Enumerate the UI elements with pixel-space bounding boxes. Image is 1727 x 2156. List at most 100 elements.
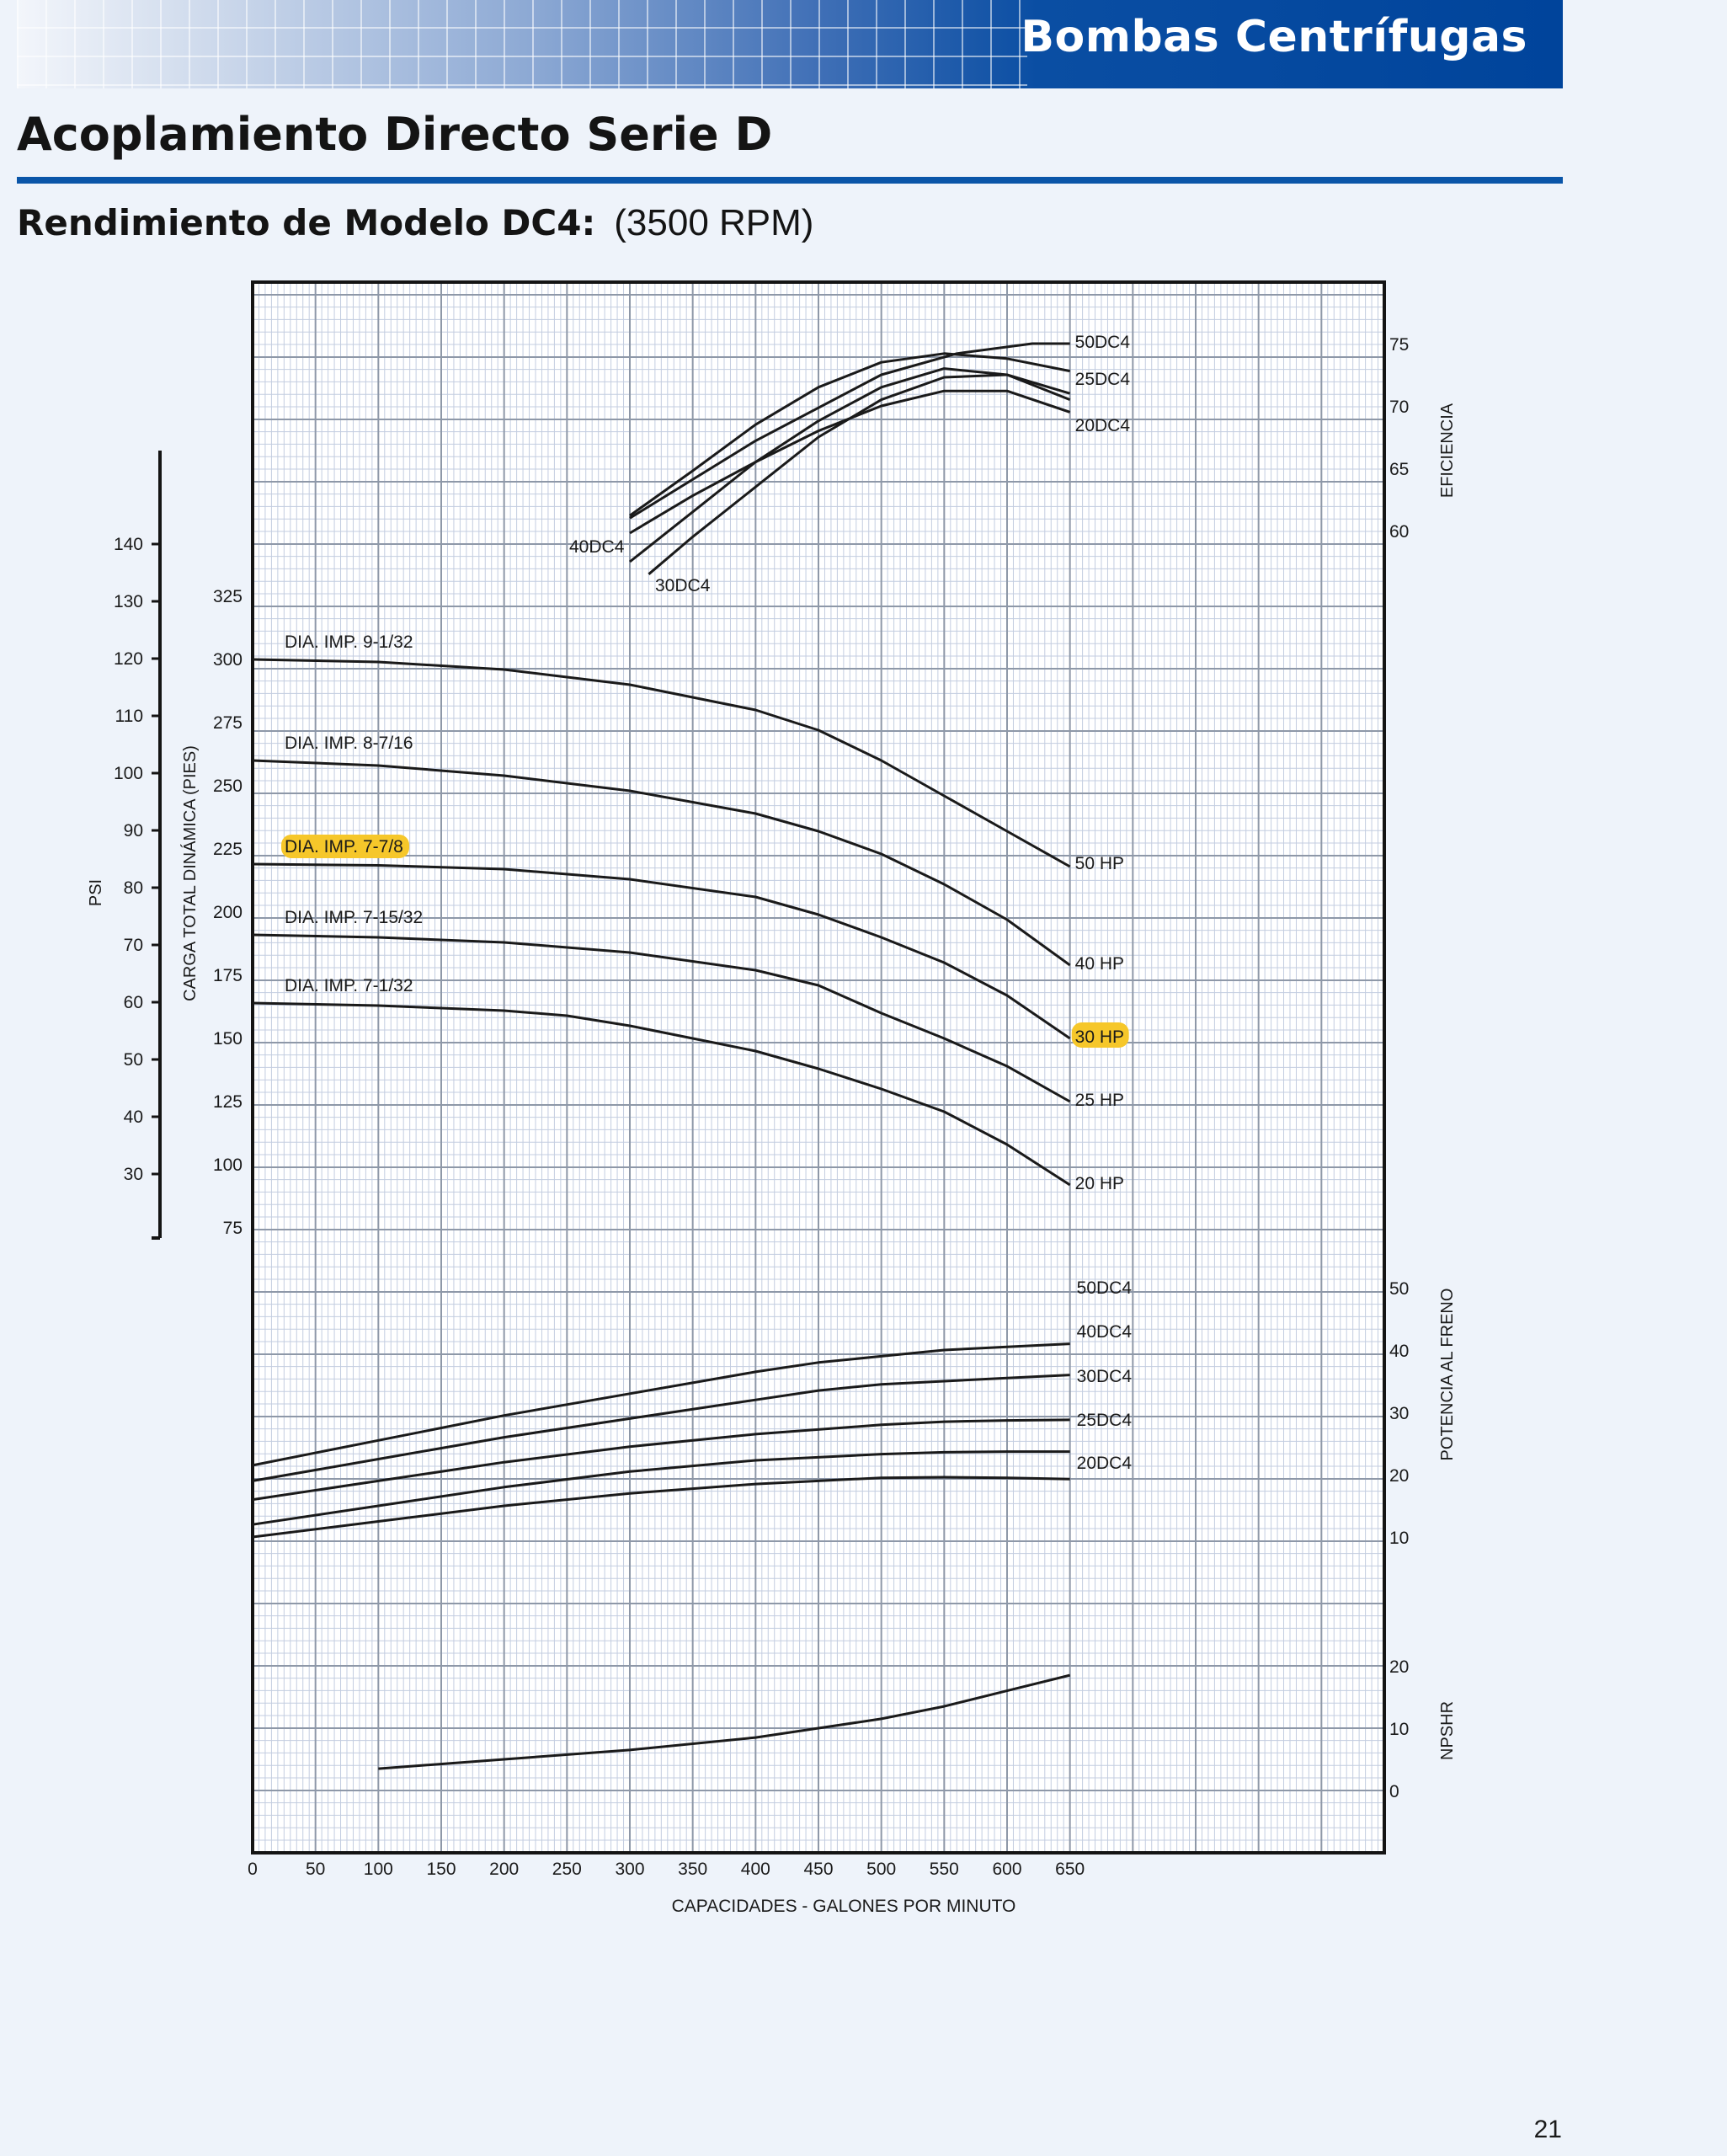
brake-power-curve-40dc4 (252, 1374, 1070, 1482)
hp-label-highlight (1071, 1022, 1129, 1048)
psi-tick-label-120: 120 (114, 649, 143, 669)
impeller-label-dia-imp-9-1-32: DIA. IMP. 9-1/32 (285, 632, 413, 652)
brake-power-label-20dc4: 20DC4 (1077, 1454, 1133, 1473)
psi-tick-label-70: 70 (124, 936, 143, 955)
head-tick-label-275: 275 (213, 713, 243, 733)
head-tick-label-150: 150 (213, 1029, 243, 1049)
plot-frame (251, 280, 1386, 1854)
x-tick-label-650: 650 (1055, 1860, 1085, 1879)
brake-power-curve-25dc4 (252, 1450, 1070, 1526)
head-curve-dia-imp-8-7-16 (252, 759, 1071, 967)
hp-label-50-hp: 50 HP (1075, 854, 1124, 873)
psi-tick-label-60: 60 (124, 993, 143, 1012)
page-number: 21 (1533, 2116, 1562, 2143)
x-tick-label-50: 50 (306, 1860, 325, 1879)
efficiency-label-40dc4: 40DC4 (569, 537, 625, 557)
x-tick-label-550: 550 (930, 1860, 959, 1879)
x-tick-label-300: 300 (615, 1860, 644, 1879)
brake-power-curve-20dc4 (252, 1476, 1070, 1539)
head-tick-label-100: 100 (213, 1155, 243, 1175)
psi-tick-label-130: 130 (114, 592, 143, 611)
brake-power-label-30dc4: 30DC4 (1077, 1367, 1133, 1386)
head-tick-label-175: 175 (213, 966, 243, 985)
x-tick-label-0: 0 (248, 1860, 258, 1879)
efficiency-label-25dc4: 25DC4 (1075, 370, 1131, 389)
psi-tick-label-90: 90 (124, 821, 143, 841)
brake-power-tick-20: 20 (1389, 1466, 1409, 1486)
head-tick-label-125: 125 (213, 1092, 243, 1112)
hp-label-20-hp: 20 HP (1075, 1174, 1124, 1193)
x-tick-label-500: 500 (866, 1860, 896, 1879)
efficiency-label-20dc4: 20DC4 (1075, 416, 1131, 435)
brake-power-curve-30dc4 (252, 1418, 1070, 1502)
efficiency-label-50dc4: 50DC4 (1075, 333, 1131, 352)
title-divider (17, 177, 1563, 184)
rpm-label: (3500 RPM) (614, 202, 814, 243)
npshr-tick-20: 20 (1389, 1657, 1409, 1677)
head-tick-label-250: 250 (213, 776, 243, 796)
x-tick-label-200: 200 (489, 1860, 519, 1879)
efficiency-axis-label: EFICIENCIA (1438, 403, 1457, 498)
psi-axis-label: PSI (87, 879, 105, 906)
efficiency-curve-50dc4 (629, 342, 1070, 520)
psi-tick-label-40: 40 (124, 1107, 143, 1127)
x-tick-label-400: 400 (741, 1860, 770, 1879)
impeller-label-highlight (281, 835, 409, 858)
npshr-curve-1 (378, 1673, 1071, 1770)
psi-tick-label-100: 100 (114, 764, 143, 783)
x-axis-label: CAPACIDADES - GALONES POR MINUTO (672, 1897, 1016, 1916)
psi-tick-label-80: 80 (124, 878, 143, 898)
hp-label-40-hp: 40 HP (1075, 954, 1124, 974)
performance-chart: 0 50 100 150 200 250 300 350 400 450 500 550 600 650C… (87, 280, 1457, 1916)
impeller-label-dia-imp-7-15-32: DIA. IMP. 7-15/32 (285, 908, 423, 927)
npshr-axis-label: NPSHR (1438, 1701, 1457, 1760)
efficiency-curve-4 (629, 367, 1071, 563)
brake-power-curve-50dc4 (252, 1342, 1070, 1467)
head-tick-label-200: 200 (213, 903, 243, 922)
x-tick-label-100: 100 (364, 1860, 393, 1879)
npshr-tick-10: 10 (1389, 1720, 1409, 1739)
head-tick-label-225: 225 (213, 840, 243, 859)
head-axis-label: CARGA TOTAL DINÁMICA (PIES) (180, 745, 200, 1001)
head-tick-label-75: 75 (223, 1219, 243, 1238)
efficiency-curve-25dc4 (629, 352, 1070, 517)
x-tick-label-600: 600 (992, 1860, 1021, 1879)
hp-label-30-hp: 30 HP (1075, 1027, 1124, 1047)
chart-subtitle: Rendimiento de Modelo DC4: (3500 RPM) (17, 202, 813, 244)
brake-power-label-50dc4: 50DC4 (1077, 1278, 1133, 1298)
head-curve-dia-imp-7-15-32 (252, 933, 1071, 1103)
hp-label-25-hp: 25 HP (1075, 1091, 1124, 1110)
model-title: Rendimiento de Modelo DC4: (17, 202, 596, 243)
head-curve-dia-imp-7-7-8 (252, 862, 1071, 1040)
header-banner: Bombas Centrífugas (17, 0, 1563, 88)
efficiency-tick-75: 75 (1389, 335, 1409, 355)
brake-power-label-25dc4: 25DC4 (1077, 1411, 1133, 1430)
impeller-label-dia-imp-7-7-8: DIA. IMP. 7-7/8 (285, 837, 403, 857)
banner-grid-pattern (17, 0, 1027, 88)
efficiency-curve-5 (648, 373, 1071, 575)
psi-tick-label-50: 50 (124, 1050, 143, 1070)
impeller-label-dia-imp-8-7-16: DIA. IMP. 8-7/16 (285, 734, 413, 753)
efficiency-label-30dc4: 30DC4 (655, 576, 711, 595)
head-tick-label-325: 325 (213, 587, 243, 606)
npshr-tick-0: 0 (1389, 1782, 1399, 1801)
efficiency-tick-60: 60 (1389, 522, 1409, 542)
efficiency-tick-70: 70 (1389, 398, 1409, 417)
brake-power-axis-label: POTENCIA AL FRENO (1438, 1289, 1457, 1461)
efficiency-tick-65: 65 (1389, 460, 1409, 479)
head-tick-label-300: 300 (213, 650, 243, 670)
brake-power-label-40dc4: 40DC4 (1077, 1322, 1133, 1342)
psi-tick-label-30: 30 (124, 1165, 143, 1184)
x-tick-label-350: 350 (678, 1860, 707, 1879)
brake-power-tick-40: 40 (1389, 1342, 1409, 1361)
head-curve-dia-imp-9-1-32 (252, 658, 1071, 868)
psi-tick-label-140: 140 (114, 535, 143, 554)
psi-tick-label-110: 110 (115, 707, 143, 726)
banner-title: Bombas Centrífugas (1021, 12, 1527, 62)
impeller-label-dia-imp-7-1-32: DIA. IMP. 7-1/32 (285, 976, 413, 995)
x-tick-label-250: 250 (552, 1860, 582, 1879)
x-tick-label-150: 150 (426, 1860, 456, 1879)
brake-power-tick-30: 30 (1389, 1404, 1409, 1423)
brake-power-tick-50: 50 (1389, 1279, 1409, 1299)
x-tick-label-450: 450 (803, 1860, 833, 1879)
